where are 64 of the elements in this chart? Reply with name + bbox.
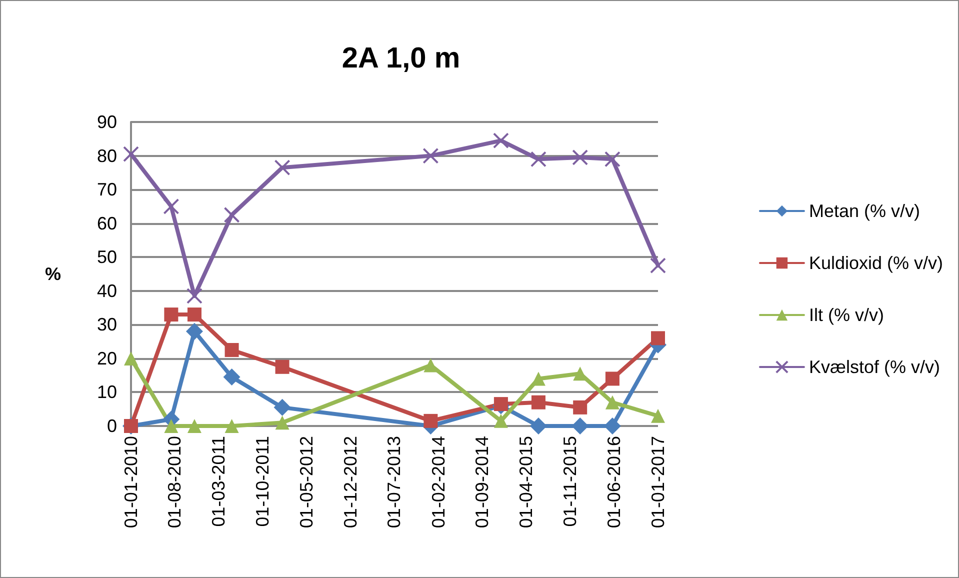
point <box>164 308 178 322</box>
point <box>186 322 203 340</box>
point <box>573 366 588 381</box>
y-tick-label: 90 <box>96 112 117 132</box>
point <box>186 288 202 304</box>
point <box>651 331 665 346</box>
point <box>530 418 547 434</box>
point <box>424 358 438 372</box>
point <box>164 419 178 433</box>
point <box>605 372 620 386</box>
y-tick-label: 70 <box>96 180 117 200</box>
point <box>124 351 138 366</box>
y-tick-label: 60 <box>96 213 117 234</box>
point <box>163 198 180 214</box>
point <box>224 419 239 433</box>
point <box>274 398 291 416</box>
point <box>123 146 139 162</box>
point <box>492 132 509 149</box>
legend-label: Kvælstof (% v/v) <box>808 357 940 377</box>
point <box>223 368 240 386</box>
x-tick-label: 01-05-2012 <box>296 436 316 528</box>
legend-label: Ilt (% v/v) <box>808 305 884 325</box>
y-tick-label: 10 <box>96 382 117 402</box>
x-tick-label: 01-09-2014 <box>472 436 492 528</box>
chart-title: 2A 1,0 m <box>342 42 460 74</box>
legend-label: Metan (% v/v) <box>808 201 920 221</box>
y-tick-label: 0 <box>106 416 117 436</box>
point <box>650 258 666 274</box>
x-tick-label: 01-11-2015 <box>560 436 580 527</box>
point <box>187 308 202 322</box>
x-tick-label: 01-01-2017 <box>648 436 668 528</box>
y-tick-label: 80 <box>96 146 117 166</box>
point <box>531 395 546 410</box>
x-tick-label: 01-07-2013 <box>384 436 404 528</box>
point <box>224 343 239 357</box>
point <box>530 151 546 168</box>
x-tick-label: 01-08-2010 <box>164 436 185 528</box>
y-tick-label: 20 <box>96 348 117 368</box>
y-tick-label: 40 <box>96 280 117 301</box>
point <box>422 148 439 164</box>
x-tick-label: 01-10-2011 <box>252 436 272 527</box>
point <box>275 360 290 374</box>
point <box>224 206 240 223</box>
point <box>573 400 588 414</box>
x-tick-label: 01-12-2012 <box>340 436 360 528</box>
x-tick-label: 01-03-2011 <box>208 436 228 527</box>
point <box>275 416 290 430</box>
point <box>572 149 588 166</box>
y-tick-label: 50 <box>96 247 117 268</box>
y-axis-title: % <box>44 264 61 284</box>
point <box>494 397 508 412</box>
x-tick-label: 01-01-2010 <box>121 436 141 528</box>
x-tick-label: 01-04-2015 <box>516 436 536 528</box>
point <box>424 414 438 428</box>
point <box>651 408 665 423</box>
point <box>274 160 290 176</box>
y-tick-label: 30 <box>96 314 117 335</box>
x-tick-label: 01-06-2016 <box>604 436 624 528</box>
point <box>604 151 620 168</box>
point <box>605 395 620 410</box>
point <box>187 419 202 433</box>
legend-label: Kuldioxid (% v/v) <box>808 253 944 273</box>
point <box>494 414 508 428</box>
x-tick-label: 01-02-2014 <box>428 436 449 528</box>
